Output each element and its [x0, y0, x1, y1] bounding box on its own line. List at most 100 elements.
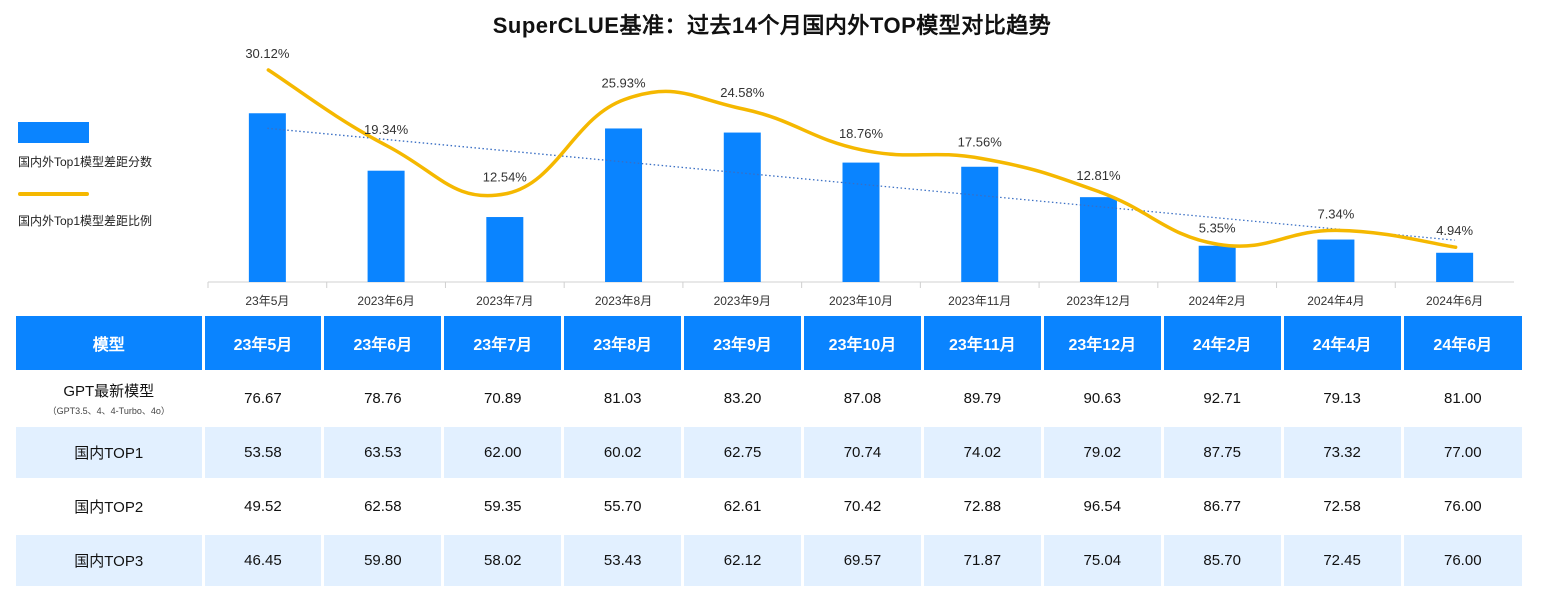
table-cell: 78.76: [322, 371, 445, 427]
header-cell: 23年7月: [442, 316, 565, 373]
table-cell: 55.70: [562, 479, 685, 535]
table-cell: 90.63: [1042, 371, 1164, 427]
data-label-4: 24.58%: [720, 85, 765, 100]
table-cell: 85.70: [1162, 533, 1284, 589]
table-cell: 60.02: [562, 425, 685, 481]
table-row: GPT最新模型 （GPT3.5、4、4-Turbo、4o） 76.67 78.76…: [16, 371, 1522, 427]
row-name: GPT最新模型: [63, 383, 155, 400]
data-label-5: 18.76%: [839, 126, 884, 141]
header-cell: 23年12月: [1042, 316, 1164, 373]
table-row: 国内TOP3 46.45 59.80 58.02 53.43 62.12 69.…: [16, 533, 1522, 589]
header-cell: 23年5月: [203, 316, 325, 373]
table-cell: 62.58: [322, 479, 445, 535]
table-cell: 62.75: [682, 425, 805, 481]
bar-8: [1198, 245, 1236, 282]
x-tick-label-2: 2023年7月: [476, 294, 533, 308]
table-cell: 76.00: [1402, 479, 1522, 535]
row-label: 国内TOP2: [16, 479, 205, 535]
row-label: 国内TOP1: [16, 425, 205, 481]
x-tick-label-4: 2023年9月: [714, 294, 771, 308]
x-tick-label-5: 2023年10月: [829, 294, 893, 308]
table-cell: 62.61: [682, 479, 805, 535]
x-tick-label-1: 2023年6月: [357, 294, 414, 308]
table-cell: 71.87: [922, 533, 1044, 589]
legend-line-label: 国内外Top1模型差距比例: [18, 214, 153, 228]
table-cell: 75.04: [1042, 533, 1164, 589]
table-cell: 74.02: [922, 425, 1044, 481]
table-cell: 58.02: [442, 533, 565, 589]
bar-10: [1436, 252, 1474, 282]
data-label-2: 12.54%: [483, 170, 528, 185]
table-cell: 73.32: [1282, 425, 1404, 481]
header-cell: 模型: [16, 316, 205, 373]
header-cell: 23年8月: [562, 316, 685, 373]
header-cell: 23年9月: [682, 316, 805, 373]
data-label-10: 4.94%: [1436, 223, 1473, 238]
x-tick-label-7: 2023年12月: [1066, 294, 1130, 308]
bar-6: [961, 166, 999, 282]
table-cell: 87.08: [802, 371, 924, 427]
table-cell: 46.45: [203, 533, 325, 589]
x-tick-label-10: 2024年6月: [1426, 294, 1483, 308]
x-tick-label-6: 2023年11月: [948, 294, 1011, 308]
table-cell: 92.71: [1162, 371, 1284, 427]
legend-bar-label: 国内外Top1模型差距分数: [18, 155, 153, 169]
header-cell: 23年6月: [322, 316, 445, 373]
bar-0: [248, 113, 286, 282]
legend-bar-swatch: [18, 122, 89, 143]
legend: 国内外Top1模型差距分数 国内外Top1模型差距比例: [18, 122, 208, 229]
chart-title: SuperCLUE基准：过去14个月国内外TOP模型对比趋势: [492, 13, 1052, 38]
table-cell: 89.79: [922, 371, 1044, 427]
data-label-9: 7.34%: [1317, 206, 1354, 221]
table-cell: 79.02: [1042, 425, 1164, 481]
x-tick-label-0: 23年5月: [245, 294, 289, 308]
header-cell: 24年2月: [1162, 316, 1284, 373]
table-cell: 62.12: [682, 533, 805, 589]
trendline: [267, 127, 1455, 241]
x-tick-label-8: 2024年2月: [1188, 294, 1245, 308]
table-cell: 59.80: [322, 533, 445, 589]
x-tick-label-3: 2023年8月: [595, 294, 652, 308]
row-label: GPT最新模型 （GPT3.5、4、4-Turbo、4o）: [16, 371, 205, 427]
header-cell: 23年10月: [802, 316, 924, 373]
table-cell: 59.35: [442, 479, 565, 535]
bar-2: [486, 217, 524, 282]
table-cell: 77.00: [1402, 425, 1522, 481]
table-cell: 72.45: [1282, 533, 1404, 589]
data-label-8: 5.35%: [1199, 220, 1236, 235]
table-cell: 70.89: [442, 371, 565, 427]
table-cell: 79.13: [1282, 371, 1404, 427]
table-cell: 69.57: [802, 533, 924, 589]
bar-4: [723, 132, 761, 282]
bar-9: [1317, 239, 1355, 282]
table-cell: 70.74: [802, 425, 924, 481]
data-table: 模型 23年5月 23年6月 23年7月 23年8月 23年9月 23年10月 …: [16, 316, 1522, 589]
table-cell: 96.54: [1042, 479, 1164, 535]
data-label-7: 12.81%: [1076, 168, 1121, 183]
table-cell: 87.75: [1162, 425, 1284, 481]
table-cell: 53.43: [562, 533, 685, 589]
bar-5: [842, 162, 880, 282]
data-label-6: 17.56%: [958, 134, 1003, 149]
table-cell: 70.42: [802, 479, 924, 535]
table-cell: 86.77: [1162, 479, 1284, 535]
table-cell: 49.52: [203, 479, 325, 535]
bar-1: [367, 170, 405, 282]
header-cell: 24年4月: [1282, 316, 1404, 373]
table-cell: 76.67: [203, 371, 325, 427]
combo-chart: 23年5月 2023年6月 2023年7月 2023年8月 2023年9月 2023年10…: [207, 46, 1514, 308]
table-cell: 72.88: [922, 479, 1044, 535]
table-cell: 81.03: [562, 371, 685, 427]
legend-line-swatch: [18, 192, 89, 196]
table-cell: 62.00: [442, 425, 565, 481]
x-tick-label-9: 2024年4月: [1307, 294, 1364, 308]
row-subtitle: （GPT3.5、4、4-Turbo、4o）: [47, 406, 170, 416]
table-cell: 63.53: [322, 425, 445, 481]
bar-3: [605, 128, 643, 282]
data-label-1: 19.34%: [364, 122, 409, 137]
table-header-row: 模型 23年5月 23年6月 23年7月 23年8月 23年9月 23年10月 …: [16, 316, 1522, 373]
data-label-3: 25.93%: [601, 75, 646, 90]
table-row: 国内TOP2 49.52 62.58 59.35 55.70 62.61 70.…: [16, 479, 1522, 535]
ratio-line: [266, 68, 1458, 249]
header-cell: 24年6月: [1402, 316, 1522, 373]
